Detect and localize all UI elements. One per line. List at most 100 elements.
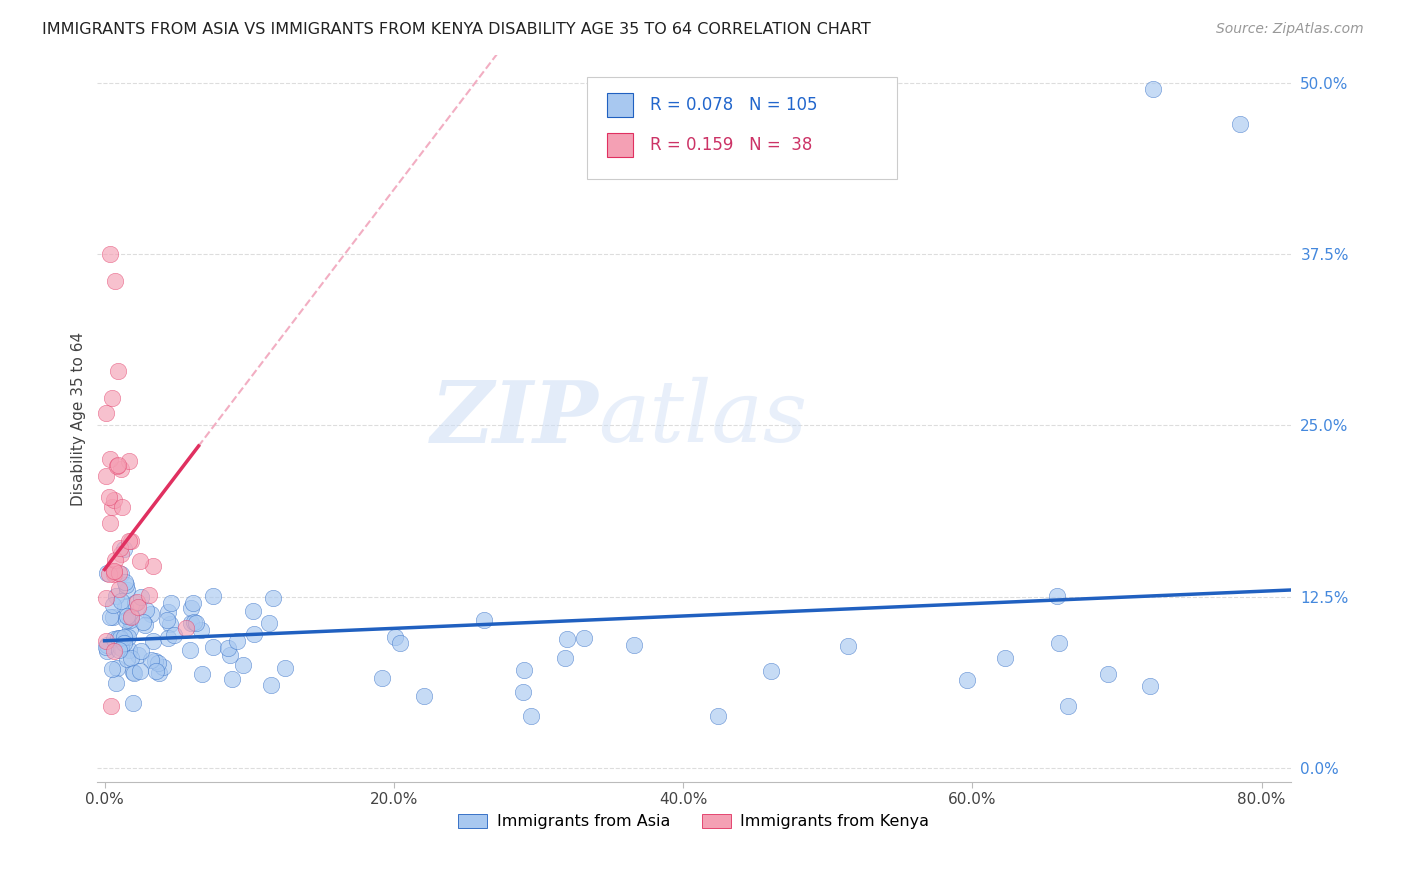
Point <box>103 644 125 658</box>
Text: ZIP: ZIP <box>430 376 599 460</box>
Point <box>135 603 157 617</box>
Point <box>157 631 180 645</box>
Bar <box>607 93 633 117</box>
Point <box>98 567 121 582</box>
Point <box>118 642 141 657</box>
Point <box>101 391 124 405</box>
Point <box>103 492 125 507</box>
Point <box>118 622 141 636</box>
Point <box>124 596 146 610</box>
Point <box>156 613 179 627</box>
Point <box>1046 589 1069 603</box>
Point <box>98 609 121 624</box>
Point <box>242 604 264 618</box>
Point <box>217 641 239 656</box>
Point <box>112 542 135 557</box>
Point <box>96 566 118 581</box>
Point <box>101 598 124 612</box>
Point <box>118 613 141 627</box>
Point <box>127 595 149 609</box>
Point <box>114 574 136 589</box>
Point <box>232 657 254 672</box>
Point <box>1229 117 1251 131</box>
Point <box>259 615 281 630</box>
Point <box>94 640 117 654</box>
Point <box>118 454 141 468</box>
Point <box>139 653 162 667</box>
Text: R = 0.078   N = 105: R = 0.078 N = 105 <box>650 95 817 113</box>
Point <box>221 673 243 687</box>
Point <box>103 632 125 646</box>
Text: IMMIGRANTS FROM ASIA VS IMMIGRANTS FROM KENYA DISABILITY AGE 35 TO 64 CORRELATIO: IMMIGRANTS FROM ASIA VS IMMIGRANTS FROM … <box>42 22 870 37</box>
Point <box>1139 679 1161 693</box>
Point <box>262 591 284 605</box>
Point <box>118 534 141 549</box>
Point <box>218 648 240 663</box>
Point <box>115 652 138 666</box>
Point <box>94 591 117 606</box>
Point <box>157 605 180 619</box>
Point <box>110 594 132 608</box>
Point <box>132 615 155 630</box>
Point <box>107 458 129 473</box>
Point <box>179 642 201 657</box>
Point <box>371 671 394 685</box>
Point <box>117 630 139 644</box>
Point <box>186 615 208 630</box>
Point <box>122 665 145 680</box>
Point <box>146 657 169 671</box>
Point <box>105 661 128 675</box>
Point <box>129 590 152 604</box>
Point <box>104 275 127 289</box>
Point <box>127 599 149 614</box>
Point <box>174 622 197 636</box>
Point <box>96 644 118 658</box>
Point <box>148 666 170 681</box>
Point <box>111 634 134 648</box>
Point <box>226 633 249 648</box>
Point <box>159 616 181 631</box>
Point <box>623 638 645 652</box>
Point <box>120 609 142 624</box>
Point <box>180 615 202 630</box>
Y-axis label: Disability Age 35 to 64: Disability Age 35 to 64 <box>72 332 86 506</box>
Point <box>472 614 495 628</box>
Point <box>163 628 186 642</box>
Point <box>129 664 152 678</box>
Point <box>572 631 595 645</box>
Point <box>103 609 125 624</box>
Point <box>121 697 143 711</box>
Point <box>103 564 125 578</box>
Point <box>110 462 132 476</box>
Point <box>191 666 214 681</box>
Point <box>104 553 127 567</box>
Point <box>110 547 132 561</box>
Point <box>120 650 142 665</box>
Point <box>134 617 156 632</box>
Point <box>115 613 138 627</box>
Point <box>117 608 139 623</box>
Point <box>152 659 174 673</box>
Point <box>100 698 122 713</box>
Point <box>1097 666 1119 681</box>
Point <box>1056 699 1078 714</box>
Point <box>128 554 150 568</box>
Point <box>120 534 142 549</box>
Point <box>413 689 436 703</box>
Point <box>110 566 132 581</box>
Text: R = 0.159   N =  38: R = 0.159 N = 38 <box>650 136 813 153</box>
Point <box>159 596 181 610</box>
Point <box>96 638 118 652</box>
Point <box>142 559 165 574</box>
Point <box>994 651 1017 665</box>
Point <box>103 566 125 581</box>
Point <box>1049 635 1071 649</box>
Point <box>513 663 536 677</box>
Point <box>108 541 131 555</box>
Point <box>142 633 165 648</box>
Point <box>98 452 121 467</box>
Point <box>94 405 117 419</box>
Point <box>181 596 204 610</box>
Point <box>112 636 135 650</box>
Point <box>956 673 979 687</box>
